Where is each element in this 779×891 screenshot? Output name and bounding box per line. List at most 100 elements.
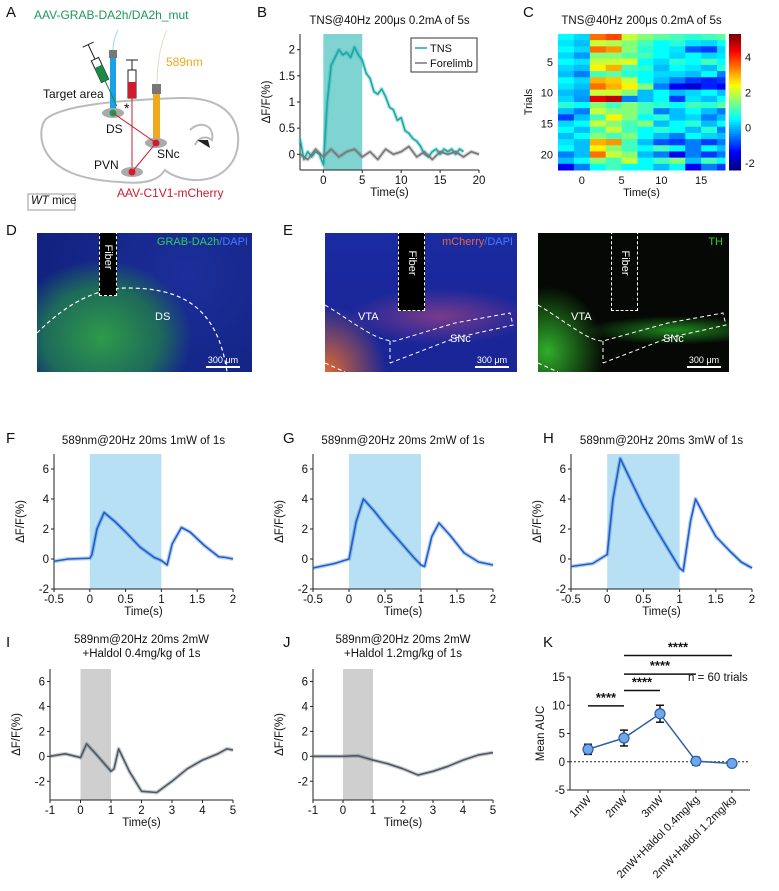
heatmap-cell — [589, 83, 607, 91]
colorbar-segment — [729, 142, 741, 146]
heatmap-cell — [669, 163, 686, 171]
heatmap-cell — [621, 71, 639, 78]
x-tick-label: 4 — [460, 805, 467, 817]
series-sem-band — [49, 741, 234, 795]
heatmap-cell — [605, 108, 623, 115]
heatmap-cell — [669, 145, 686, 152]
heatmap-cell — [589, 46, 607, 54]
colorbar-segment — [729, 43, 741, 46]
heatmap-cell — [701, 46, 718, 54]
heatmap-cell — [637, 89, 654, 97]
colorbar-segment — [729, 165, 741, 169]
mice-genotype: WT — [31, 195, 49, 207]
heatmap-cell — [717, 34, 726, 41]
heatmap-cell — [558, 40, 575, 47]
y-tick-label: 0 — [302, 751, 308, 763]
heatmap-cell — [621, 157, 639, 165]
heatmap-cell — [558, 46, 575, 54]
heatmap-cell — [558, 126, 575, 134]
heatmap-cell — [653, 58, 670, 66]
colorbar-tick-label: 0 — [745, 123, 751, 135]
heatmap-cell — [589, 108, 607, 115]
x-tick-label: 5 — [230, 805, 236, 817]
heatmap-cell — [669, 151, 686, 159]
colorbar-segment — [729, 117, 741, 121]
colorbar-segment — [729, 56, 741, 60]
heatmap-cell — [621, 89, 639, 97]
heatmap-cell — [605, 46, 623, 54]
x-tick-label: 1 — [158, 594, 164, 606]
heatmap-cell — [685, 83, 702, 91]
fiber-orange — [153, 94, 160, 142]
heatmap-cell — [653, 102, 670, 109]
colorbar-segment — [729, 81, 741, 85]
panel-label-d: D — [6, 222, 17, 239]
stain-green: GRAB-DA2h — [156, 236, 220, 248]
heatmap-cell — [589, 34, 607, 41]
y-tick-label: 4 — [43, 494, 50, 506]
heatmap-cell — [573, 108, 591, 115]
colorbar-segment — [729, 95, 741, 98]
y-axis-label: ΔF/F(%) — [274, 713, 286, 756]
fiber-blue — [110, 58, 116, 110]
heatmap-cell — [653, 64, 670, 72]
colorbar-segment — [729, 88, 741, 92]
heatmap-cell — [621, 151, 639, 159]
ds-label: DS — [106, 122, 123, 136]
heatmap-cell — [589, 151, 607, 159]
colorbar-segment — [729, 97, 741, 101]
heatmap-cell — [717, 102, 726, 109]
y-tick-label: 2 — [43, 524, 49, 536]
x-tick-label: 0 — [340, 805, 346, 817]
mice-box — [27, 193, 76, 211]
data-point — [690, 755, 702, 767]
snc-label: SNc — [450, 333, 471, 345]
heatmap-cell — [653, 71, 670, 78]
heatmap-cell — [558, 34, 575, 41]
y-tick-label: 6 — [560, 464, 566, 476]
panel-label-k: K — [543, 634, 554, 651]
heatmap-cell — [685, 163, 702, 171]
heatmap-cell — [685, 114, 702, 122]
heatmap-cell — [605, 77, 623, 84]
mice-label: WT mice — [31, 195, 76, 207]
laser-label: 589nm — [166, 55, 203, 69]
y-axis-label: Mean AUC — [535, 706, 547, 762]
heatmap-cell — [669, 114, 686, 122]
x-axis-label: Time(s) — [124, 606, 163, 618]
heatmap-cell — [717, 89, 726, 97]
heatmap-cell — [558, 102, 575, 109]
colorbar-segment — [729, 154, 741, 157]
heatmap-cell — [558, 58, 575, 66]
y-tick-label: 0 — [39, 751, 45, 763]
heatmap-cell — [717, 83, 726, 91]
stimulus-shade — [343, 669, 373, 800]
heatmap-cell — [701, 52, 718, 60]
heatmap-cell — [669, 40, 686, 47]
y-tick-label: 2 — [302, 726, 308, 738]
heatmap-cell — [669, 95, 686, 103]
snc-label: SNc — [157, 147, 180, 161]
heatmap-cell — [685, 52, 702, 60]
heatmap-cell — [558, 114, 575, 122]
heatmap-cell — [685, 157, 702, 165]
colorbar-segment — [729, 61, 741, 64]
y-tick-label: 20 — [541, 150, 553, 162]
stain-slash: / — [219, 236, 223, 248]
heatmap-cell — [637, 52, 654, 60]
heatmap-cell — [653, 40, 670, 47]
heatmap-cell — [701, 58, 718, 66]
heatmap-cell — [558, 151, 575, 159]
heatmap-cell — [701, 157, 718, 165]
scale-label: 300 μm — [688, 355, 720, 365]
heatmap-cell — [717, 40, 726, 47]
colorbar-segment — [729, 83, 741, 87]
heatmap-cell — [605, 139, 623, 146]
heatmap-cell — [717, 139, 726, 146]
y-axis-label: ΔF/F(%) — [274, 500, 286, 543]
heatmap-cell — [653, 108, 670, 115]
heatmap-cell — [669, 139, 686, 146]
legend-label: Forelimb — [430, 58, 473, 70]
y-tick-label: -2 — [556, 584, 566, 596]
y-tick-label: -2 — [35, 776, 45, 788]
